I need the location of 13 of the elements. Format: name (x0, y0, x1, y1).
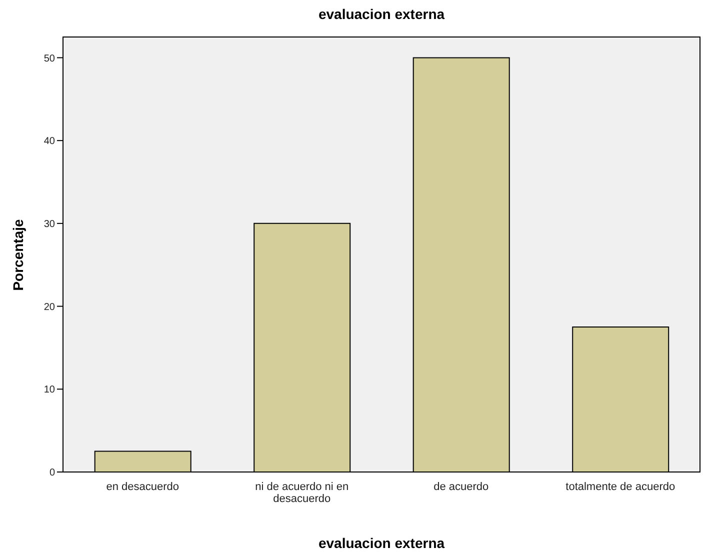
y-tick-label: 40 (44, 136, 56, 148)
y-tick-label: 30 (44, 218, 56, 230)
x-tick-label: en desacuerdo (106, 481, 180, 493)
x-tick-label: totalmente de acuerdo (566, 481, 676, 493)
y-tick-label: 10 (44, 384, 56, 396)
chart-title: evaluacion externa (317, 6, 446, 22)
y-tick-label: 20 (44, 302, 56, 313)
x-tick-label: ni de acuerdo ni en desacuerdo (255, 481, 349, 505)
y-tick-label: 0 (49, 468, 56, 479)
x-tick-label: de acuerdo (434, 481, 489, 493)
y-tick-label: 50 (44, 53, 56, 64)
x-axis-title: evaluacion externa (317, 535, 446, 551)
y-axis-title: Porcentaje (10, 219, 26, 291)
